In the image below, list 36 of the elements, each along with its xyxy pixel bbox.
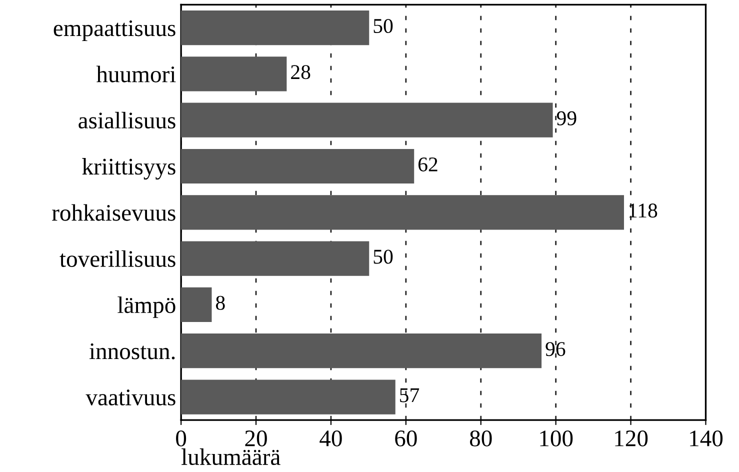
y-tick-label: kriittisyys bbox=[82, 158, 176, 180]
data-label: 8 bbox=[216, 296, 225, 310]
x-tick-label: 60 bbox=[395, 430, 417, 446]
data-label: 57 bbox=[400, 388, 420, 402]
bar bbox=[181, 334, 542, 368]
x-tick-label: 0 bbox=[176, 430, 186, 446]
bar bbox=[181, 148, 414, 184]
x-axis-title: lukumäärä bbox=[182, 448, 280, 466]
y-tick-label: toverillisuus bbox=[60, 250, 176, 267]
x-tick-label: 100 bbox=[540, 430, 573, 446]
bar bbox=[181, 380, 396, 414]
bar bbox=[181, 241, 370, 276]
x-tick-label: 140 bbox=[690, 430, 723, 446]
data-label: 50 bbox=[374, 250, 393, 264]
x-tick-label: 20 bbox=[245, 430, 267, 446]
bar bbox=[181, 102, 553, 138]
data-label: 50 bbox=[374, 18, 393, 34]
y-tick-label: lämpö bbox=[118, 296, 176, 318]
data-label: 99 bbox=[556, 111, 576, 126]
y-tick-label: vaativuus bbox=[86, 390, 176, 406]
y-tick-label: asiallisuus bbox=[78, 112, 176, 129]
bar bbox=[181, 10, 370, 46]
data-label: 96 bbox=[546, 342, 566, 356]
x-tick-label: 40 bbox=[320, 430, 342, 446]
bar bbox=[181, 195, 624, 230]
bar bbox=[181, 287, 212, 322]
y-tick-label: rohkaisevuus bbox=[52, 204, 176, 221]
y-tick-label: huumori bbox=[96, 66, 176, 82]
x-tick-label: 80 bbox=[470, 430, 492, 446]
data-label: 62 bbox=[418, 157, 438, 172]
data-label: 118 bbox=[629, 204, 658, 218]
bar bbox=[181, 56, 287, 92]
y-tick-label: empaattisuus bbox=[54, 20, 176, 42]
y-tick-label: innostun. bbox=[89, 343, 175, 360]
x-tick-label: 120 bbox=[615, 430, 648, 446]
data-label: 28 bbox=[291, 65, 310, 80]
